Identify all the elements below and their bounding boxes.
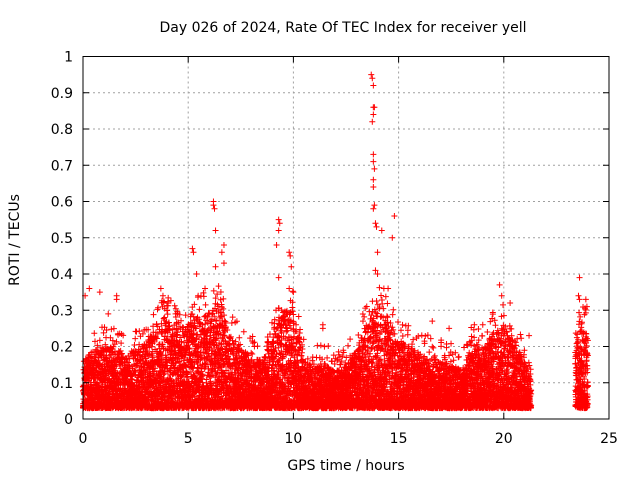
data-point — [94, 342, 101, 349]
data-point — [100, 329, 107, 336]
grid-lines — [83, 56, 609, 419]
data-point — [109, 337, 116, 344]
data-point — [96, 337, 103, 344]
data-point — [102, 341, 109, 348]
data-point — [103, 327, 110, 334]
data-point — [95, 357, 102, 364]
data-point — [108, 326, 115, 333]
data-point — [110, 343, 117, 350]
data-point — [110, 325, 117, 332]
data-point — [91, 330, 98, 337]
chart-title: Day 026 of 2024, Rate Of TEC Index for r… — [159, 20, 526, 36]
data-point — [92, 338, 99, 345]
scatter-points — [79, 71, 591, 412]
